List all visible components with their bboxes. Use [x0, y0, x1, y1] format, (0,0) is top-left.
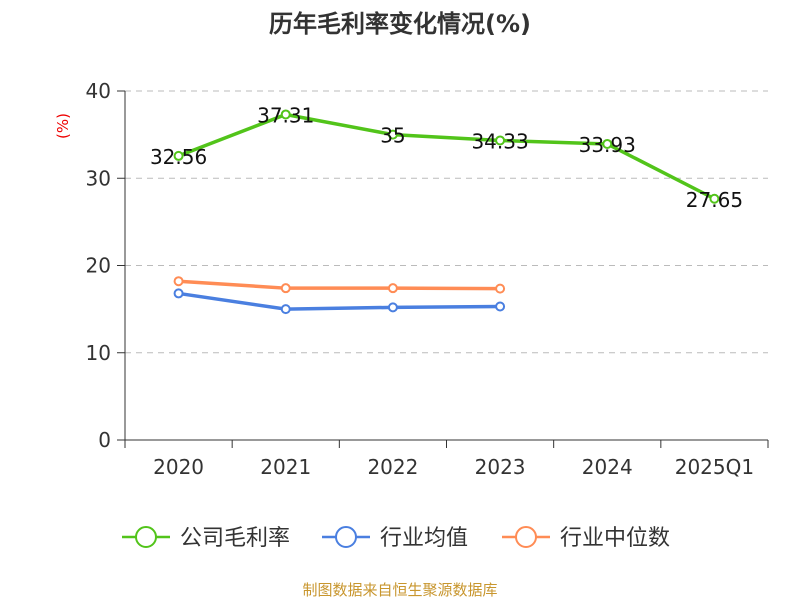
series-line: [177, 112, 716, 201]
data-label: 37.31: [257, 103, 314, 127]
data-label: 35: [380, 124, 405, 148]
y-tick-label: 30: [86, 166, 111, 190]
data-point: [280, 283, 291, 294]
data-label: 32.56: [150, 145, 207, 169]
data-label: 34.33: [471, 129, 528, 153]
data-point: [495, 301, 506, 312]
legend-label: 行业中位数: [560, 526, 670, 551]
data-label: 27.65: [686, 188, 743, 212]
y-tick-label: 20: [86, 254, 111, 278]
legend-label: 公司毛利率: [180, 526, 290, 551]
x-tick-label: 2023: [475, 455, 526, 479]
data-label: 33.93: [579, 133, 636, 157]
data-point: [387, 283, 398, 294]
data-point: [173, 276, 184, 287]
y-tick-label: 0: [98, 428, 111, 452]
y-axis-label: (%): [54, 113, 72, 139]
legend-marker: [135, 526, 157, 548]
legend-label: 行业均值: [380, 526, 468, 551]
data-point: [280, 109, 291, 120]
data-point: [387, 302, 398, 313]
data-point: [173, 150, 184, 161]
data-point: [709, 193, 720, 204]
data-point: [173, 288, 184, 299]
x-tick-label: 2020: [153, 455, 204, 479]
series-line: [178, 279, 501, 291]
legend-marker: [335, 526, 357, 548]
x-tick-label: 2022: [367, 455, 418, 479]
data-point: [387, 129, 398, 140]
source-note: 制图数据来自恒生聚源数据库: [302, 581, 497, 599]
x-tick-label: 2024: [582, 455, 633, 479]
data-point: [280, 304, 291, 315]
data-point: [495, 135, 506, 146]
y-tick-label: 10: [86, 341, 111, 365]
series-line: [178, 291, 501, 311]
x-tick-label: 2021: [260, 455, 311, 479]
x-tick-label: 2025Q1: [675, 455, 754, 479]
chart-title: 历年毛利率变化情况(%): [269, 10, 531, 38]
data-point: [602, 138, 613, 149]
legend-marker: [515, 526, 537, 548]
data-point: [495, 283, 506, 294]
y-tick-label: 40: [86, 79, 111, 103]
